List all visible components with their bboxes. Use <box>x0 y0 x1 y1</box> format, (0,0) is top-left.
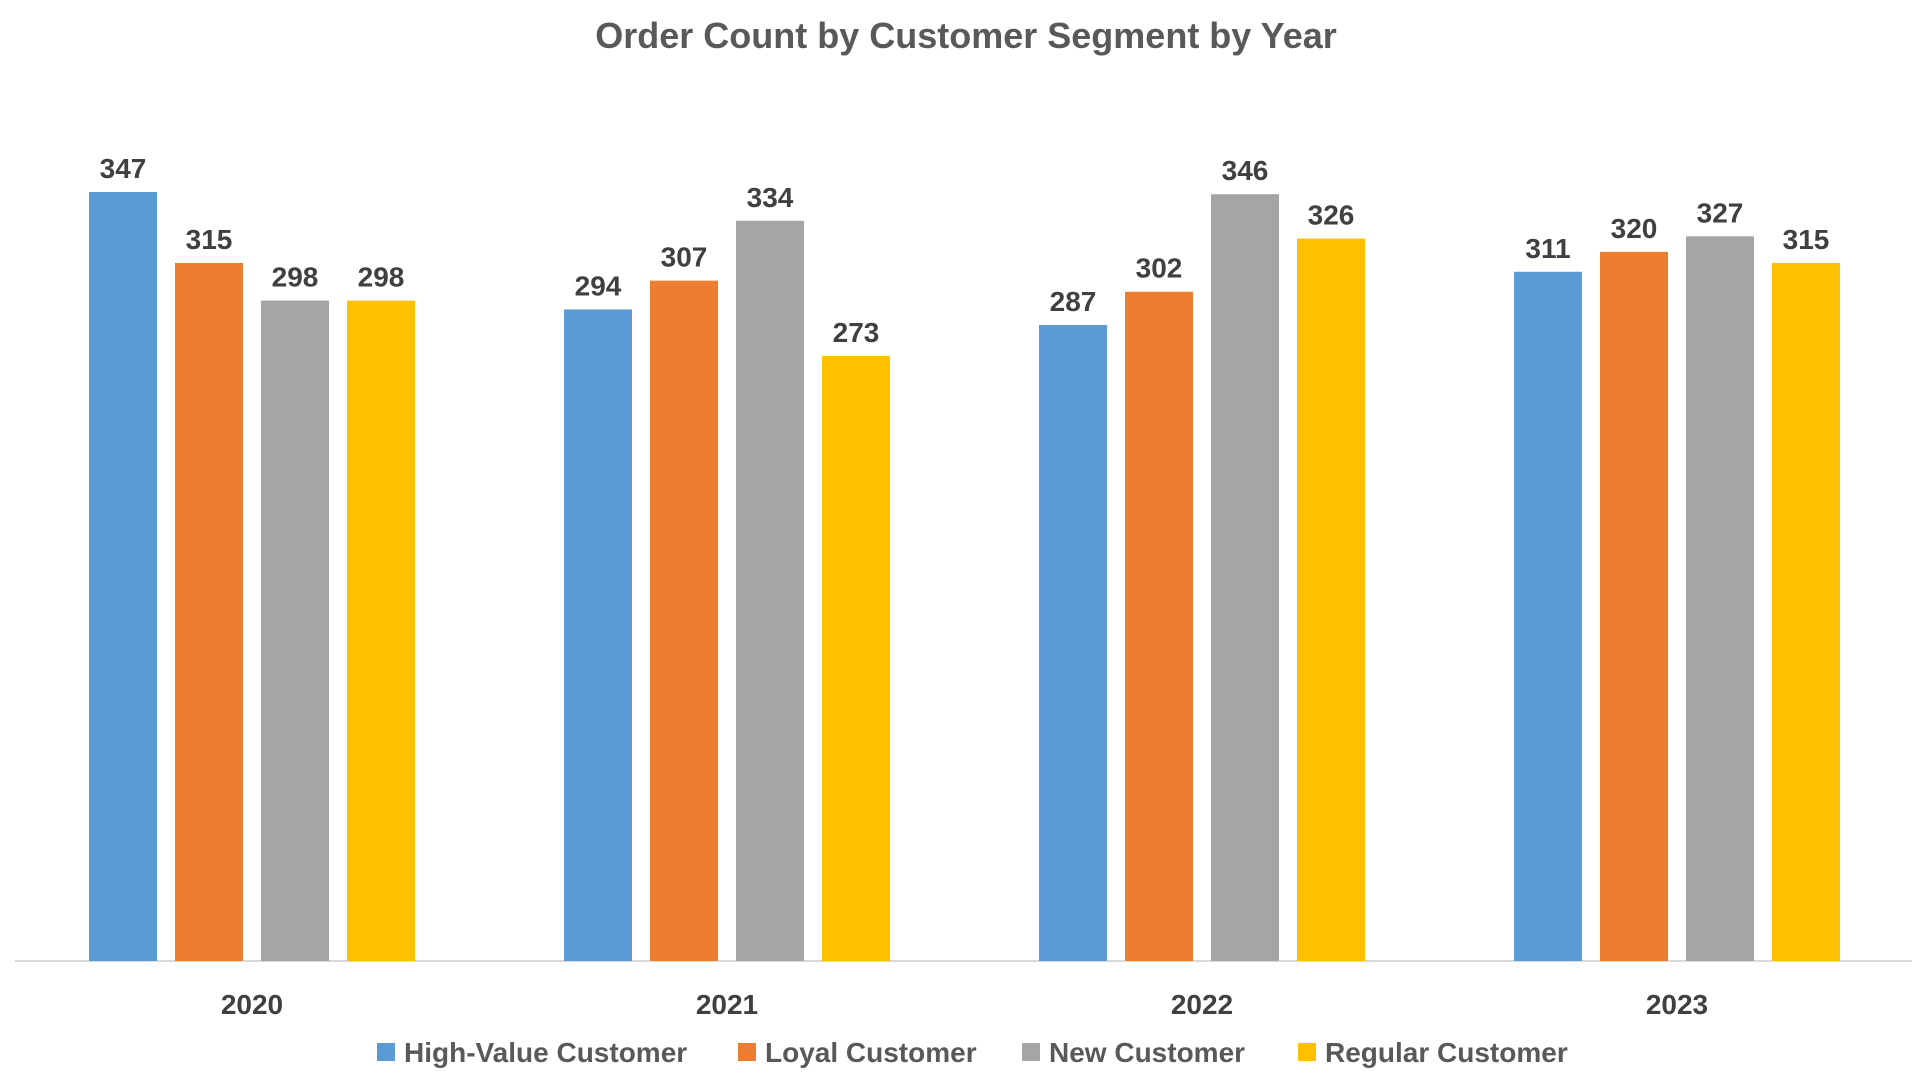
bar-2021-loyal-customer <box>650 280 718 962</box>
data-label: 315 <box>1783 224 1830 255</box>
data-label: 320 <box>1611 213 1658 244</box>
data-label: 311 <box>1525 233 1570 264</box>
bar-2022-regular-customer <box>1297 238 1365 961</box>
bar-2023-regular-customer <box>1772 262 1840 962</box>
x-tick-label: 2021 <box>696 989 758 1020</box>
legend-label: New Customer <box>1049 1037 1245 1068</box>
data-label: 326 <box>1308 200 1355 231</box>
bar-2020-regular-customer <box>347 300 415 961</box>
legend-swatch <box>738 1043 756 1061</box>
data-label: 307 <box>661 242 708 273</box>
bar-2021-new-customer <box>736 220 804 961</box>
data-label: 327 <box>1697 197 1744 228</box>
legend: High-Value Customer Loyal Customer New Cus… <box>377 1037 1568 1068</box>
bars-layer <box>89 192 1840 962</box>
data-label: 287 <box>1050 286 1097 317</box>
bar-2021-high-value-customer <box>564 309 632 961</box>
bar-2020-new-customer <box>261 300 329 961</box>
legend-swatch <box>1022 1043 1040 1061</box>
legend-swatch <box>1298 1043 1316 1061</box>
x-tick-label: 2022 <box>1171 989 1233 1020</box>
data-label: 298 <box>272 262 319 293</box>
legend-swatch <box>377 1043 395 1061</box>
data-label: 334 <box>747 182 794 213</box>
legend-label: High-Value Customer <box>404 1037 687 1068</box>
chart-title: Order Count by Customer Segment by Year <box>595 15 1337 56</box>
bar-2022-loyal-customer <box>1125 291 1193 962</box>
data-label: 298 <box>358 262 405 293</box>
bar-2022-high-value-customer <box>1039 324 1107 962</box>
bar-2023-new-customer <box>1686 236 1754 962</box>
bar-2023-high-value-customer <box>1514 271 1582 961</box>
data-label: 347 <box>100 153 147 184</box>
bar-2022-new-customer <box>1211 194 1279 962</box>
legend-label: Loyal Customer <box>765 1037 977 1068</box>
bar-2020-high-value-customer <box>89 192 157 961</box>
data-label: 346 <box>1222 155 1269 186</box>
data-label: 294 <box>575 270 622 301</box>
x-tick-label: 2020 <box>221 989 283 1020</box>
data-label: 315 <box>186 224 233 255</box>
value-labels-layer: 347 315 298 298 294 307 334 273 287 302 346 326 311 3… <box>100 153 1830 348</box>
x-tick-label: 2023 <box>1646 989 1708 1020</box>
data-label: 302 <box>1136 253 1183 284</box>
data-label: 273 <box>833 317 880 348</box>
category-labels-layer: 2020 2021 2022 2023 <box>221 989 1708 1020</box>
bar-2021-regular-customer <box>822 355 890 961</box>
bar-2023-loyal-customer <box>1600 251 1668 961</box>
bar-2020-loyal-customer <box>175 262 243 962</box>
legend-label: Regular Customer <box>1325 1037 1568 1068</box>
